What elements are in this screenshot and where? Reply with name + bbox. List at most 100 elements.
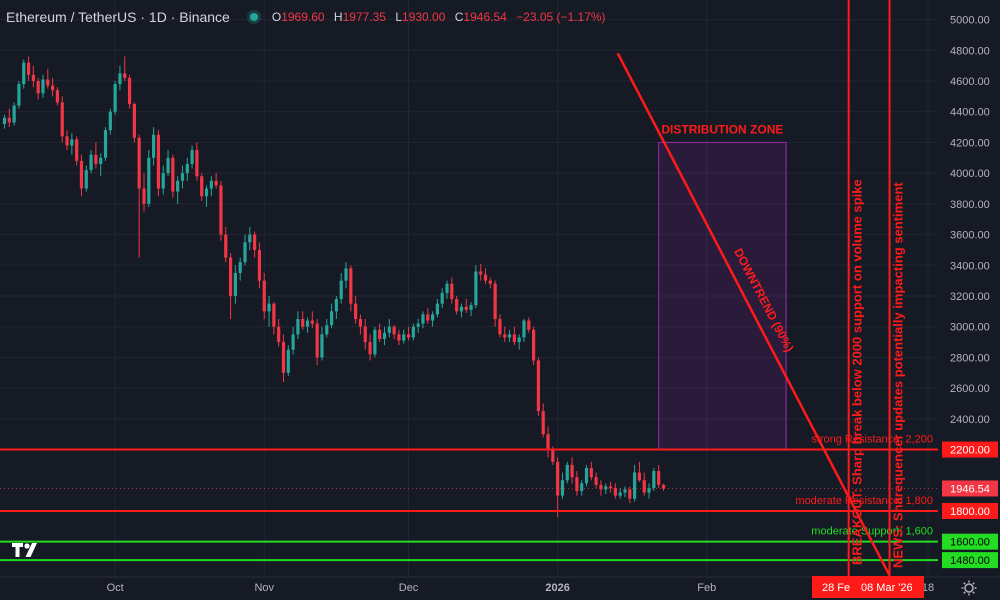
candle-body bbox=[469, 305, 473, 310]
time-axis: Oct Nov Dec 2026 Feb 18 28 Fe 08 Mar '26 bbox=[0, 576, 1000, 598]
candle-body bbox=[421, 314, 425, 324]
candle-body bbox=[156, 134, 161, 189]
candle-body bbox=[608, 486, 613, 488]
candle-body bbox=[79, 160, 84, 189]
price-axis: 5000.00 4800.00 4600.00 4400.00 4200.00 4000.… bbox=[938, 0, 1000, 600]
candle-body bbox=[440, 292, 444, 304]
low-key: L bbox=[395, 10, 403, 24]
candle-body bbox=[147, 157, 151, 204]
candle-body bbox=[633, 472, 637, 499]
time-tick-label: Dec bbox=[399, 582, 419, 594]
candle-body bbox=[185, 163, 189, 174]
candle-body bbox=[310, 320, 314, 324]
level-label-0: strong Resistance: 2,200 bbox=[811, 434, 933, 446]
candle-body bbox=[286, 349, 290, 373]
candle-body bbox=[176, 180, 180, 192]
time-tick-label: Feb bbox=[697, 582, 716, 594]
candle-body bbox=[161, 173, 165, 189]
distribution-zone-label: DISTRIBUTION ZONE bbox=[661, 122, 783, 136]
candle-body bbox=[46, 79, 50, 86]
breakout-label: BREAKOUT: Sharp break below 2000 support… bbox=[850, 179, 865, 565]
candle-body bbox=[397, 334, 401, 341]
price-tick-label: 3800.00 bbox=[950, 199, 990, 211]
candle-body bbox=[507, 334, 512, 338]
candle-body bbox=[200, 176, 204, 197]
distribution-zone: DISTRIBUTION ZONE bbox=[658, 122, 787, 451]
price-tick-label: 4600.00 bbox=[950, 76, 990, 88]
candle-body bbox=[2, 117, 7, 125]
tradingview-logo-icon[interactable] bbox=[12, 541, 42, 559]
candle-body bbox=[455, 299, 459, 312]
candle-body bbox=[474, 271, 478, 306]
candle-body bbox=[142, 188, 146, 204]
candle-body bbox=[354, 303, 358, 320]
candle-body bbox=[594, 477, 598, 485]
candle-body bbox=[127, 77, 132, 105]
candle-body bbox=[560, 480, 565, 496]
candle-body bbox=[228, 257, 233, 296]
candle-body bbox=[248, 234, 252, 243]
candle-body bbox=[527, 320, 531, 330]
chart-header: Ethereum / TetherUS · 1D · Binance O1969… bbox=[6, 7, 612, 27]
price-tick-label: 2600.00 bbox=[950, 383, 990, 395]
high-key: H bbox=[333, 10, 343, 24]
candle-body bbox=[257, 249, 262, 281]
candle-body bbox=[253, 234, 257, 250]
candle-body bbox=[522, 320, 526, 338]
annotation-layer: strong Resistance: 2,200 moderate Resista… bbox=[0, 0, 938, 577]
candle-body bbox=[580, 483, 584, 492]
candle-body bbox=[363, 326, 367, 343]
candle-body bbox=[214, 180, 218, 186]
candle-body bbox=[84, 170, 88, 189]
candle-body bbox=[305, 320, 310, 327]
ohlc-readout: O1969.60 H1977.35 L1930.00 C1946.54 −23.… bbox=[272, 10, 612, 24]
news-label: NEWS: Sharequencer updates potentially i… bbox=[891, 182, 906, 568]
candle-body bbox=[291, 334, 295, 350]
level-price-tag-1 bbox=[942, 502, 998, 519]
candle-body bbox=[152, 134, 156, 158]
candle-body bbox=[532, 329, 536, 361]
candle-body bbox=[402, 334, 406, 341]
candle-body bbox=[7, 117, 11, 123]
price-tick-label: 3000.00 bbox=[950, 322, 990, 334]
candle-body bbox=[575, 477, 579, 492]
close-key: C bbox=[454, 10, 464, 24]
candle-body bbox=[652, 471, 656, 488]
candle-body bbox=[171, 157, 175, 192]
candle-body bbox=[565, 464, 569, 481]
candle-body bbox=[41, 79, 45, 94]
settings-gear-icon[interactable] bbox=[961, 580, 977, 596]
candle-body bbox=[204, 188, 209, 197]
candle-body bbox=[406, 334, 411, 338]
candle-body bbox=[70, 139, 74, 146]
candle-body bbox=[657, 471, 661, 485]
price-tick-label: 2800.00 bbox=[950, 352, 990, 364]
symbol-title[interactable]: Ethereum / TetherUS · 1D · Binance bbox=[6, 9, 230, 25]
candle-body bbox=[31, 74, 35, 82]
candle-body bbox=[445, 283, 449, 293]
price-tick-label: 4000.00 bbox=[950, 168, 990, 180]
candle-body bbox=[89, 154, 93, 171]
candle-body bbox=[647, 487, 651, 493]
candle-body bbox=[618, 492, 622, 496]
candle-body bbox=[55, 90, 60, 103]
candle-body bbox=[584, 467, 589, 484]
candle-body bbox=[26, 62, 31, 75]
chart-grid bbox=[0, 0, 938, 577]
candle-body bbox=[329, 311, 334, 326]
candle-body bbox=[132, 104, 136, 138]
price-axis-bg bbox=[938, 0, 1000, 600]
change-value: −23.05 (−1.17%) bbox=[516, 10, 606, 24]
candle-body bbox=[599, 484, 603, 490]
candle-body bbox=[209, 180, 213, 189]
open-key: O bbox=[271, 10, 282, 24]
downtrend-line bbox=[616, 52, 891, 577]
level-price-text-3: 1480.00 bbox=[950, 555, 990, 567]
candle-body bbox=[392, 326, 396, 335]
candle-body bbox=[262, 280, 266, 312]
last-price-text: 1946.54 bbox=[950, 483, 990, 495]
candle-body bbox=[541, 411, 545, 435]
high-value: 1977.35 bbox=[342, 10, 386, 24]
candle-body bbox=[570, 464, 574, 478]
